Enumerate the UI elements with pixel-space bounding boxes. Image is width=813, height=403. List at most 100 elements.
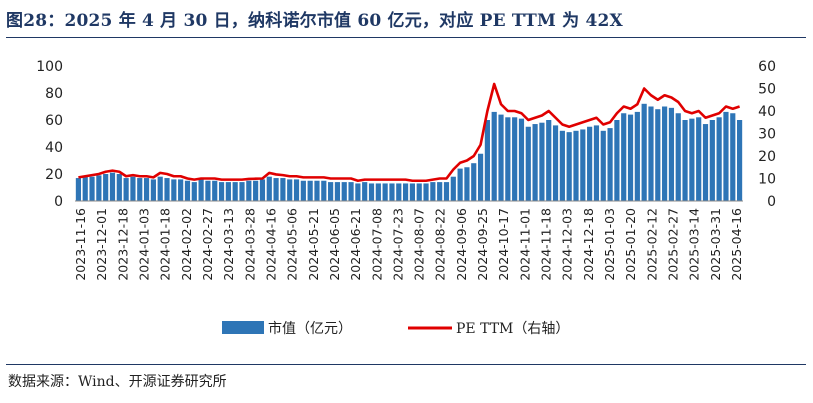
market-cap-bar [689,118,695,201]
market-cap-bar [396,183,402,201]
x-axis-tick-label: 2024-02-02 [179,208,194,281]
market-cap-bar [573,130,579,201]
market-cap-bar [355,183,361,201]
market-cap-bar [614,120,620,201]
market-cap-bar [464,167,470,201]
x-axis-tick-label: 2024-12-03 [560,208,575,281]
market-cap-bar [130,176,136,201]
left-axis-tick-label: 100 [36,59,63,75]
market-cap-bar [593,125,600,201]
market-cap-bar [648,106,654,201]
market-cap-bar [137,178,143,201]
right-axis-tick-label: 40 [758,104,776,120]
x-axis-tick-label: 2024-11-18 [539,208,554,281]
market-cap-bar [430,182,436,201]
market-cap-bar [198,179,204,201]
market-cap-bar [457,168,463,201]
chart-title: 图28：2025 年 4 月 30 日，纳科诺尔市值 60 亿元，对应 PE T… [6,11,623,31]
market-cap-bar [246,180,252,201]
market-cap-bar [600,130,606,201]
market-cap-bar [123,178,129,201]
market-cap-bar [498,114,504,201]
x-axis-tick-label: 2025-02-12 [644,208,659,281]
market-cap-bar [696,117,702,201]
left-axis-tick-label: 20 [45,167,63,183]
market-cap-bar [505,117,511,201]
market-cap-bar [662,106,668,201]
market-cap-bar [525,126,531,201]
market-cap-bar [143,178,150,201]
right-axis-tick-label: 50 [758,82,776,98]
market-cap-bar [232,182,238,201]
market-cap-bar [334,182,341,201]
market-cap-bar [641,103,647,201]
market-cap-bar [178,179,184,201]
x-axis-tick-label: 2024-02-27 [200,208,215,281]
x-axis-tick-label: 2024-01-18 [158,208,173,281]
market-cap-bar [314,180,320,201]
left-axis-tick-label: 40 [45,140,63,156]
market-cap-bar [668,107,675,201]
x-axis-tick-label: 2024-01-03 [136,208,151,281]
market-cap-bar [484,120,490,201]
market-cap-bar [634,111,640,201]
market-cap-bar [566,132,572,201]
x-axis-tick-label: 2024-06-05 [327,208,342,281]
market-cap-bar [471,163,477,201]
market-cap-bar [512,117,518,201]
x-axis-ticks: 2023-11-16 2023-12-01 2023-12-18 2024-01-03… [73,208,744,281]
right-axis-tick-label: 60 [758,59,776,75]
market-cap-bar [682,120,688,201]
market-cap-bar [518,118,525,201]
market-cap-bar [157,176,163,201]
market-cap-bar [403,183,409,201]
market-cap-bar [532,124,538,201]
x-axis-tick-label: 2024-09-25 [475,208,490,281]
market-cap-bar [702,124,709,201]
x-axis-tick-label: 2024-11-01 [517,208,532,281]
market-cap-bar [184,180,191,201]
market-cap-bar [491,111,497,201]
market-cap-bar [730,113,736,201]
source-rule [6,364,806,365]
market-cap-bar [307,180,313,201]
market-cap-bar [443,182,450,201]
market-cap-bar [627,114,634,201]
x-axis-tick-label: 2025-03-14 [687,208,702,281]
market-cap-bar [723,111,729,201]
market-cap-bar [150,179,156,201]
market-cap-bar [103,174,109,201]
market-cap-bar [675,113,681,201]
market-cap-bar [266,176,272,201]
market-cap-bar [382,183,388,201]
x-axis-tick-label: 2023-12-01 [94,208,109,281]
market-cap-bar [328,182,334,201]
right-axis-ticks: 0 10 20 30 40 50 60 [758,59,776,210]
market-cap-bar [362,182,368,201]
x-axis-tick-label: 2024-03-13 [221,208,236,281]
x-axis-tick-label: 2023-12-18 [115,208,130,281]
x-axis-tick-label: 2024-07-23 [390,208,405,281]
x-axis-tick-label: 2024-03-28 [242,208,257,281]
market-cap-bar [580,129,586,201]
market-cap-bar [82,176,88,201]
market-cap-bar [171,179,177,201]
market-cap-bar [409,183,415,201]
x-axis-tick-label: 2025-04-16 [729,208,744,281]
x-axis-tick-label: 2024-05-21 [306,208,321,281]
market-cap-bar [218,182,225,201]
market-cap-bar [253,180,259,201]
bar-series [75,103,743,201]
x-axis-tick-label: 2024-05-06 [285,208,300,281]
market-cap-bar [280,178,286,201]
market-cap-bar [75,178,81,201]
left-axis-ticks: 0 20 40 60 80 100 [36,59,63,210]
market-cap-bar [477,153,484,201]
legend: 市值（亿元） PE TTM（右轴） [222,320,569,337]
title-rule [6,37,806,38]
x-axis-tick-label: 2024-04-16 [263,208,278,281]
left-axis-tick-label: 0 [54,194,63,210]
market-cap-bar [437,182,443,201]
right-axis-tick-label: 0 [767,194,776,210]
